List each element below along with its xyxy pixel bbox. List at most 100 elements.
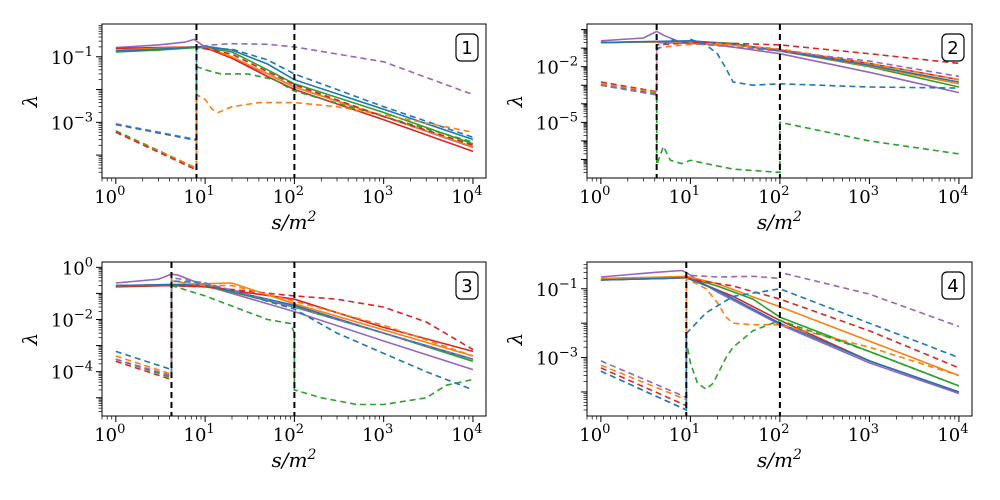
tick-label-base: 10 bbox=[184, 425, 207, 446]
tick-label-exponent: −1 bbox=[74, 45, 93, 60]
x-tick-label: 104 bbox=[937, 184, 968, 208]
tick-label-base: 10 bbox=[273, 425, 296, 446]
panel-label: 4 bbox=[947, 276, 958, 297]
series-line-3 bbox=[115, 46, 474, 145]
tick-label-exponent: 2 bbox=[781, 422, 789, 437]
tick-label-exponent: 3 bbox=[871, 184, 879, 199]
series-line-10 bbox=[115, 276, 474, 377]
tick-label-base: 10 bbox=[62, 258, 85, 279]
tick-label-base: 10 bbox=[51, 363, 74, 384]
x-axis-label-exponent: 2 bbox=[307, 209, 317, 225]
x-tick-label: 101 bbox=[184, 422, 215, 446]
tick-label-base: 10 bbox=[51, 311, 74, 332]
tick-label-exponent: 3 bbox=[385, 422, 393, 437]
y-tick-label: 10−3 bbox=[51, 110, 93, 134]
plot-area bbox=[115, 24, 474, 178]
x-tick-label: 100 bbox=[579, 422, 610, 446]
plot-area bbox=[115, 262, 474, 416]
x-tick-label: 100 bbox=[94, 422, 125, 446]
tick-label-base: 10 bbox=[536, 349, 559, 370]
x-axis-label-text: s/m bbox=[757, 210, 793, 234]
x-axis-label: s/m2 bbox=[272, 209, 317, 234]
y-axis-label: λ bbox=[503, 333, 527, 347]
tick-label-exponent: 0 bbox=[117, 184, 125, 199]
panel-label: 1 bbox=[461, 38, 472, 59]
tick-label-base: 10 bbox=[273, 187, 296, 208]
x-axis-label: s/m2 bbox=[757, 209, 802, 234]
tick-label-base: 10 bbox=[536, 113, 559, 134]
tick-label-base: 10 bbox=[579, 425, 602, 446]
tick-label-base: 10 bbox=[184, 187, 207, 208]
x-tick-label: 102 bbox=[758, 184, 789, 208]
x-axis-label-exponent: 2 bbox=[792, 209, 802, 225]
tick-label-exponent: 0 bbox=[602, 422, 610, 437]
tick-label-exponent: 0 bbox=[85, 255, 93, 270]
tick-label-exponent: 1 bbox=[206, 422, 214, 437]
x-tick-label: 104 bbox=[451, 422, 482, 446]
tick-label-base: 10 bbox=[94, 187, 117, 208]
x-tick-label: 103 bbox=[848, 184, 879, 208]
tick-label-exponent: 4 bbox=[474, 184, 482, 199]
plot-area bbox=[600, 262, 960, 416]
plot-area bbox=[600, 24, 960, 178]
y-tick-label: 10−1 bbox=[536, 277, 578, 301]
tick-label-exponent: 2 bbox=[296, 422, 304, 437]
x-axis-label: s/m2 bbox=[757, 447, 802, 472]
tick-label-exponent: 0 bbox=[602, 184, 610, 199]
y-tick-label: 10−4 bbox=[51, 360, 93, 384]
tick-label-exponent: 3 bbox=[385, 184, 393, 199]
series-line-8 bbox=[600, 277, 960, 401]
tick-label-base: 10 bbox=[937, 425, 960, 446]
tick-label-exponent: −3 bbox=[74, 110, 93, 125]
x-tick-label: 102 bbox=[273, 422, 304, 446]
y-axis-label: λ bbox=[18, 95, 42, 109]
tick-label-exponent: −5 bbox=[559, 110, 578, 125]
x-tick-label: 100 bbox=[94, 184, 125, 208]
x-tick-label: 102 bbox=[273, 184, 304, 208]
tick-label-base: 10 bbox=[362, 187, 385, 208]
x-tick-label: 101 bbox=[669, 422, 700, 446]
tick-label-base: 10 bbox=[51, 48, 74, 69]
panel-label: 2 bbox=[947, 38, 958, 59]
x-tick-label: 103 bbox=[362, 184, 393, 208]
y-tick-label: 10−1 bbox=[51, 45, 93, 69]
tick-label-base: 10 bbox=[536, 280, 559, 301]
tick-label-base: 10 bbox=[536, 58, 559, 79]
tick-label-exponent: 2 bbox=[296, 184, 304, 199]
tick-label-exponent: 0 bbox=[117, 422, 125, 437]
x-axis-label-text: s/m bbox=[272, 210, 308, 234]
tick-label-exponent: −2 bbox=[74, 308, 93, 323]
x-tick-label: 104 bbox=[451, 184, 482, 208]
tick-label-exponent: 1 bbox=[692, 422, 700, 437]
series-line-5 bbox=[600, 39, 960, 83]
series-line-10 bbox=[600, 287, 960, 412]
tick-label-base: 10 bbox=[758, 187, 781, 208]
tick-label-base: 10 bbox=[94, 425, 117, 446]
x-tick-label: 104 bbox=[937, 422, 968, 446]
tick-label-base: 10 bbox=[451, 187, 474, 208]
y-tick-label: 10−3 bbox=[536, 346, 578, 370]
y-tick-label: 10−5 bbox=[536, 110, 578, 134]
x-axis-label-exponent: 2 bbox=[307, 447, 317, 463]
y-tick-label: 10−2 bbox=[536, 55, 578, 79]
tick-label-base: 10 bbox=[451, 425, 474, 446]
tick-label-base: 10 bbox=[51, 113, 74, 134]
series-line-5 bbox=[115, 45, 474, 141]
x-tick-label: 102 bbox=[758, 422, 789, 446]
tick-label-exponent: −3 bbox=[559, 346, 578, 361]
tick-label-exponent: 1 bbox=[206, 184, 214, 199]
x-axis-label: s/m2 bbox=[272, 447, 317, 472]
x-tick-label: 101 bbox=[669, 184, 700, 208]
x-axis-label-text: s/m bbox=[757, 448, 793, 472]
series-line-5 bbox=[600, 276, 960, 393]
x-tick-label: 103 bbox=[362, 422, 393, 446]
panel-label-box bbox=[941, 271, 965, 300]
tick-label-base: 10 bbox=[848, 187, 871, 208]
series-line-9 bbox=[600, 38, 959, 96]
series-line-10 bbox=[600, 41, 960, 96]
x-tick-label: 103 bbox=[848, 422, 879, 446]
tick-label-exponent: −1 bbox=[559, 277, 578, 292]
